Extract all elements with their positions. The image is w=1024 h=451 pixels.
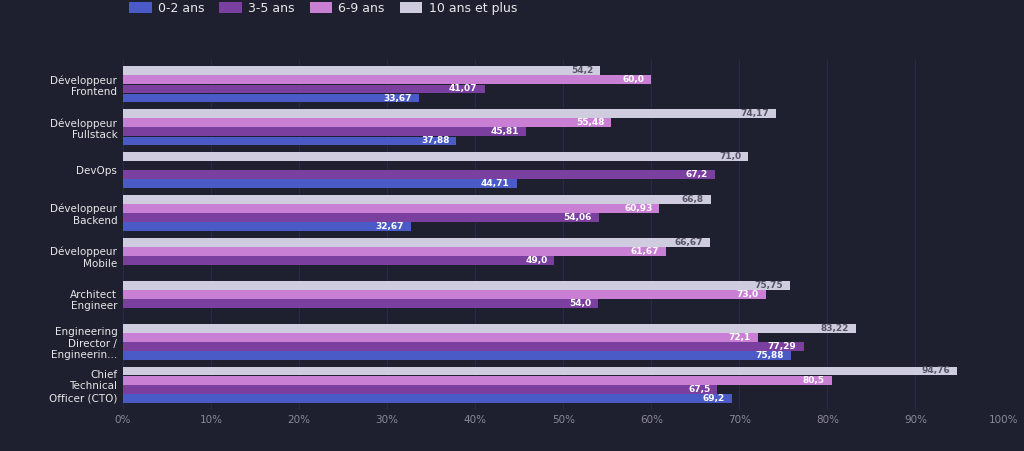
Text: 54,2: 54,2 (571, 66, 593, 75)
Bar (123, 204, 659, 213)
Text: 83,22: 83,22 (820, 324, 849, 332)
Text: 32,67: 32,67 (375, 222, 403, 231)
Bar (123, 256, 554, 265)
Text: 60,93: 60,93 (624, 204, 652, 213)
Bar (123, 351, 792, 360)
Text: 66,67: 66,67 (675, 238, 702, 247)
Bar (123, 127, 526, 136)
Bar (123, 137, 457, 145)
Text: 72,1: 72,1 (728, 333, 751, 342)
Text: 67,2: 67,2 (685, 170, 708, 179)
Text: 37,88: 37,88 (421, 137, 450, 145)
Text: 61,67: 61,67 (631, 247, 658, 256)
Text: 60,0: 60,0 (623, 75, 644, 84)
Text: 55,48: 55,48 (575, 118, 604, 127)
Text: 41,07: 41,07 (449, 84, 477, 93)
Text: 71,0: 71,0 (719, 152, 741, 161)
Bar (123, 75, 651, 84)
Bar (123, 281, 790, 290)
Bar (123, 290, 766, 299)
Text: 94,76: 94,76 (922, 367, 950, 376)
Bar (123, 333, 758, 342)
Bar (123, 170, 715, 179)
Bar (123, 109, 776, 118)
Text: 45,81: 45,81 (490, 127, 519, 136)
Bar (123, 222, 411, 231)
Legend: 0-2 ans, 3-5 ans, 6-9 ans, 10 ans et plus: 0-2 ans, 3-5 ans, 6-9 ans, 10 ans et plu… (129, 1, 517, 14)
Text: 54,06: 54,06 (563, 213, 592, 222)
Bar (123, 179, 517, 188)
Bar (123, 394, 732, 403)
Bar (123, 367, 957, 375)
Text: 73,0: 73,0 (736, 290, 759, 299)
Text: 69,2: 69,2 (703, 394, 725, 403)
Text: 33,67: 33,67 (384, 93, 413, 102)
Text: 75,75: 75,75 (755, 281, 783, 290)
Bar (123, 247, 666, 256)
Bar (123, 118, 611, 127)
Bar (123, 152, 749, 161)
Text: 77,29: 77,29 (768, 342, 797, 351)
Text: 66,8: 66,8 (682, 195, 705, 204)
Bar (123, 376, 831, 385)
Bar (123, 299, 598, 308)
Bar (123, 94, 420, 102)
Text: 80,5: 80,5 (803, 376, 824, 385)
Bar (123, 66, 600, 75)
Bar (123, 342, 804, 351)
Bar (123, 213, 599, 222)
Bar (123, 385, 717, 394)
Bar (123, 238, 710, 247)
Bar (123, 84, 484, 93)
Text: 54,0: 54,0 (569, 299, 592, 308)
Text: 67,5: 67,5 (688, 385, 711, 394)
Text: 49,0: 49,0 (525, 256, 548, 265)
Text: 75,88: 75,88 (756, 351, 784, 360)
Bar (123, 324, 856, 332)
Text: 74,17: 74,17 (740, 109, 769, 118)
Bar (123, 195, 711, 204)
Text: 44,71: 44,71 (481, 179, 510, 189)
